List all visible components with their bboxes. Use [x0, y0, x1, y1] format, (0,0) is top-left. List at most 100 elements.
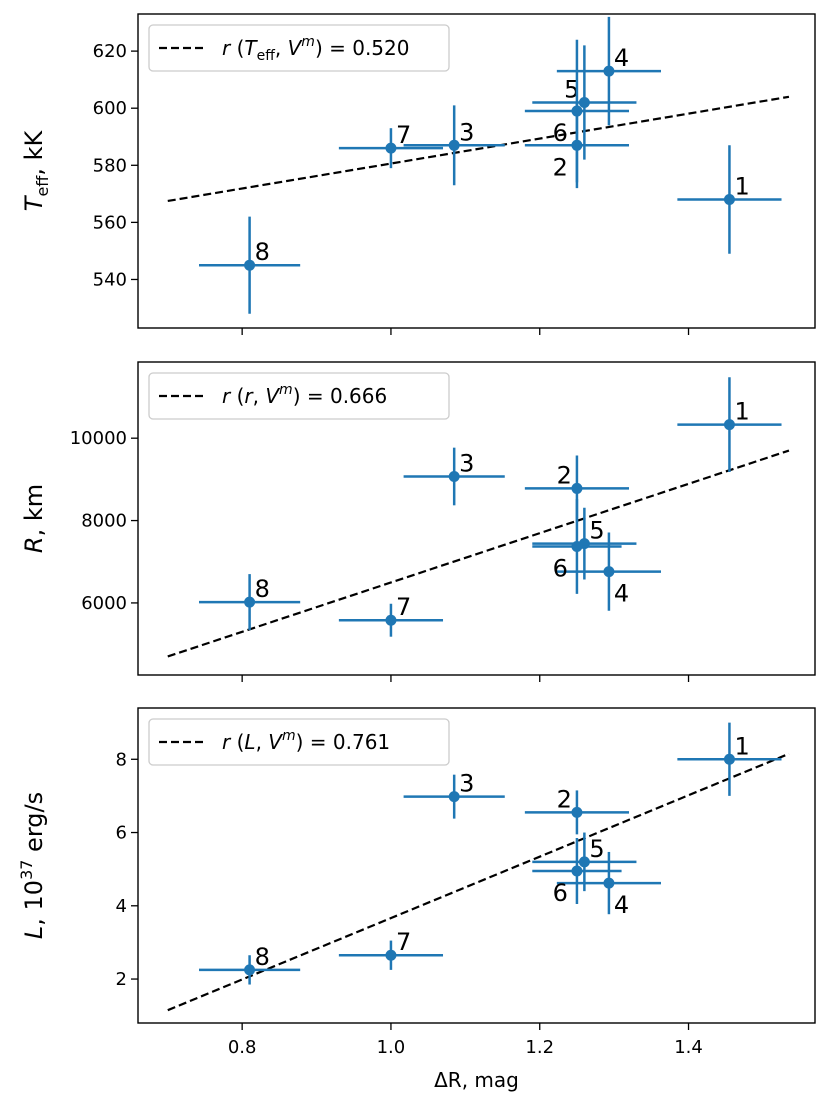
legend-box — [148, 718, 450, 766]
data-point-1: 1 — [677, 722, 782, 796]
legend: r (Teff, Vm) = 0.520 — [148, 24, 450, 72]
legend-v-sup: m — [279, 382, 293, 398]
y-axis-unit: erg/s — [20, 792, 48, 860]
marker — [578, 856, 590, 868]
point-label: 5 — [564, 75, 579, 103]
marker — [244, 596, 256, 608]
marker — [723, 194, 735, 206]
x-tick-label: 0.8 — [228, 1037, 257, 1058]
marker — [571, 482, 583, 494]
marker — [244, 964, 256, 976]
data-point-3: 3 — [403, 447, 505, 506]
y-tick-label: 6 — [116, 823, 127, 844]
point-label: 4 — [614, 891, 629, 919]
point-label: 1 — [734, 398, 749, 426]
legend-v-sup: m — [282, 728, 296, 744]
data-point-7: 7 — [338, 593, 444, 637]
marker — [244, 259, 256, 271]
data-point-8: 8 — [199, 216, 301, 314]
point-label: 2 — [553, 153, 568, 181]
legend-paren-close: ) — [315, 36, 323, 60]
legend-var: L — [244, 730, 255, 754]
point-label: 3 — [459, 449, 474, 477]
legend: r (r, Vm) = 0.666 — [148, 372, 450, 420]
legend-label: r (L, Vm) = 0.761 — [222, 728, 390, 754]
y-axis-title: Teff, kK — [20, 130, 52, 212]
legend-var: r — [244, 384, 254, 408]
marker — [571, 806, 583, 818]
marker — [571, 865, 583, 877]
data-point-5: 5 — [532, 832, 637, 892]
marker — [448, 139, 460, 151]
y-tick-label: 540 — [93, 269, 127, 290]
point-label: 2 — [557, 785, 572, 813]
point-label: 4 — [614, 44, 629, 72]
axes-frame — [137, 707, 816, 1024]
y-axis-sup: 37 — [17, 860, 36, 880]
data-point-5: 5 — [532, 507, 637, 580]
y-tick-label: 560 — [93, 212, 127, 233]
y-axis-sub: eff — [33, 175, 52, 197]
legend-paren-open: ( — [230, 384, 244, 408]
data-point-6: 6 — [524, 39, 630, 183]
point-label: 8 — [255, 943, 270, 971]
x-tick-label: 1.0 — [377, 1037, 406, 1058]
marker — [603, 566, 615, 578]
data-point-3: 3 — [403, 105, 505, 186]
y-axis-var: R — [20, 536, 48, 553]
legend-box — [148, 24, 450, 72]
legend-label: r (Teff, Vm) = 0.520 — [222, 34, 409, 64]
data-point-4: 4 — [556, 16, 662, 126]
fit-line — [167, 449, 790, 658]
y-tick-label: 2 — [116, 969, 127, 990]
marker — [603, 877, 615, 889]
legend-v: V — [288, 36, 303, 60]
point-label: 3 — [459, 118, 474, 146]
legend-r: r — [222, 36, 232, 60]
marker — [448, 791, 460, 803]
marker — [385, 949, 397, 961]
axes-frame — [137, 13, 816, 329]
legend-value: = 0.666 — [301, 384, 388, 408]
y-tick-label: 8000 — [81, 511, 127, 532]
fit-line — [167, 95, 790, 203]
y-axis-title: L, 1037 erg/s — [17, 792, 48, 939]
y-tick-label: 10000 — [70, 428, 127, 449]
legend-paren-open: ( — [230, 36, 244, 60]
marker — [385, 614, 397, 626]
data-point-2: 2 — [524, 455, 630, 522]
legend-r: r — [222, 384, 232, 408]
panel-radius: 1 2 3 4 56 7 8 6000 8000 10000 R, km r (r, Vm) = 0.… — [20, 361, 816, 682]
legend-v: V — [265, 384, 280, 408]
data-point-6: 6 — [532, 499, 622, 594]
y-axis-title: R, km — [20, 484, 48, 553]
y-axis-var: T — [20, 194, 48, 211]
marker — [723, 419, 735, 431]
data-point-3: 3 — [403, 770, 505, 819]
legend-v: V — [268, 730, 283, 754]
point-label: 2 — [557, 461, 572, 489]
data-point-5: 5 — [532, 45, 637, 160]
marker — [385, 142, 397, 154]
legend-comma: , — [275, 36, 288, 60]
legend-var: T — [244, 36, 258, 60]
data-point-8: 8 — [199, 943, 301, 985]
marker — [578, 96, 590, 108]
fit-line — [167, 752, 790, 1012]
point-label: 7 — [396, 121, 411, 149]
axes-frame — [137, 361, 816, 676]
legend-value: = 0.520 — [323, 36, 410, 60]
y-tick-label: 8 — [116, 749, 127, 770]
point-label: 3 — [459, 770, 474, 798]
marker — [723, 753, 735, 765]
data-point-6: 6 — [532, 838, 622, 907]
point-label: 6 — [553, 119, 568, 147]
data-point-4: 4 — [556, 532, 662, 611]
data-point-1: 1 — [677, 145, 782, 254]
point-label: 1 — [734, 732, 749, 760]
point-label: 4 — [614, 580, 629, 608]
data-point-2: 2 — [524, 785, 630, 835]
x-tick-label: 1.4 — [674, 1037, 703, 1058]
y-axis-rest: , kK — [20, 130, 48, 176]
